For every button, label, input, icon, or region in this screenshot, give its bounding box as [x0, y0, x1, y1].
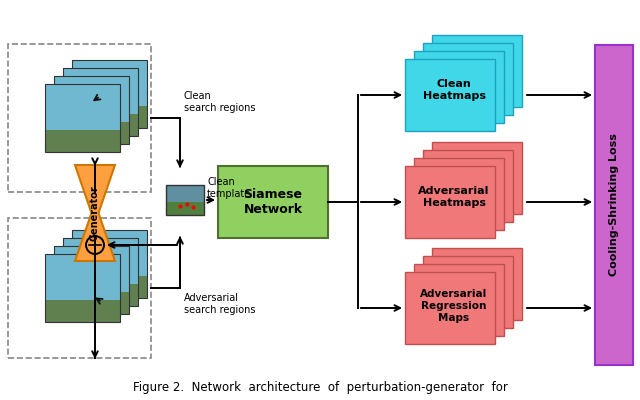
Text: Figure 2.  Network  architecture  of  perturbation-generator  for: Figure 2. Network architecture of pertur… [132, 382, 508, 394]
Bar [45, 254, 120, 300]
Bar [63, 238, 138, 284]
Bar [414, 158, 504, 230]
FancyBboxPatch shape [218, 166, 328, 238]
Bar [54, 76, 129, 144]
Text: Adversarial
search regions: Adversarial search regions [184, 293, 255, 314]
Bar [72, 60, 147, 128]
Bar [166, 185, 204, 215]
Bar [432, 142, 522, 214]
Bar [432, 35, 522, 107]
Bar [45, 84, 120, 130]
Polygon shape [75, 165, 115, 261]
Bar [54, 246, 129, 292]
Bar [72, 276, 147, 298]
Bar [414, 51, 504, 123]
Bar [45, 300, 120, 322]
Bar [45, 84, 120, 152]
Bar [54, 76, 129, 122]
Bar [8, 44, 151, 192]
Text: Clean
template: Clean template [207, 177, 252, 199]
Bar [423, 43, 513, 115]
Bar [63, 238, 138, 306]
Bar [423, 256, 513, 328]
Text: Clean
Heatmaps: Clean Heatmaps [422, 79, 486, 101]
Bar [63, 68, 138, 114]
Bar [63, 68, 138, 136]
Bar [166, 202, 204, 215]
Bar [63, 284, 138, 306]
Bar [405, 59, 495, 131]
Bar [414, 264, 504, 336]
Text: Adversarial
Regression
Maps: Adversarial Regression Maps [420, 290, 488, 322]
Text: Generator: Generator [90, 185, 100, 241]
Bar [72, 230, 147, 276]
Bar [54, 246, 129, 314]
Bar [432, 248, 522, 320]
Bar [423, 150, 513, 222]
Bar [54, 292, 129, 314]
Text: Clean
search regions: Clean search regions [184, 91, 255, 113]
Bar [405, 272, 495, 344]
Bar [595, 45, 633, 365]
Bar [8, 218, 151, 358]
Bar [72, 106, 147, 128]
Bar [45, 130, 120, 152]
Bar [72, 60, 147, 106]
Text: Adversarial
Heatmaps: Adversarial Heatmaps [419, 186, 490, 208]
Bar [54, 122, 129, 144]
Bar [45, 254, 120, 322]
Text: Siamese
Network: Siamese Network [243, 188, 303, 216]
Text: Cooling-Shrinking Loss: Cooling-Shrinking Loss [609, 134, 619, 276]
Bar [63, 114, 138, 136]
Bar [72, 230, 147, 298]
Bar [166, 185, 204, 202]
Bar [405, 166, 495, 238]
